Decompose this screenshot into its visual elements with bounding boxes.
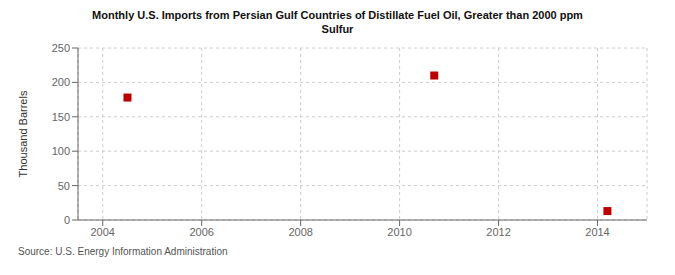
svg-text:250: 250 bbox=[52, 42, 70, 54]
svg-text:150: 150 bbox=[52, 111, 70, 123]
svg-text:2004: 2004 bbox=[90, 226, 114, 238]
svg-text:2008: 2008 bbox=[288, 226, 312, 238]
html-text:Source: U.S. Energy Informatio: Source: U.S. Energy Information Administ… bbox=[18, 246, 228, 257]
svg-text:2014: 2014 bbox=[585, 226, 609, 238]
svg-text:0: 0 bbox=[64, 214, 70, 226]
svg-text:2006: 2006 bbox=[189, 226, 213, 238]
svg-text:100: 100 bbox=[52, 145, 70, 157]
svg-text:Thousand Barrels: Thousand Barrels bbox=[17, 90, 29, 177]
svg-text:50: 50 bbox=[58, 180, 70, 192]
svg-text:2012: 2012 bbox=[486, 226, 510, 238]
html-text:Monthly U.S. Imports from Pers: Monthly U.S. Imports from Persian Gulf C… bbox=[92, 9, 583, 21]
svg-text:200: 200 bbox=[52, 76, 70, 88]
svg-text:2010: 2010 bbox=[387, 226, 411, 238]
html-text:Sulfur: Sulfur bbox=[321, 23, 354, 35]
